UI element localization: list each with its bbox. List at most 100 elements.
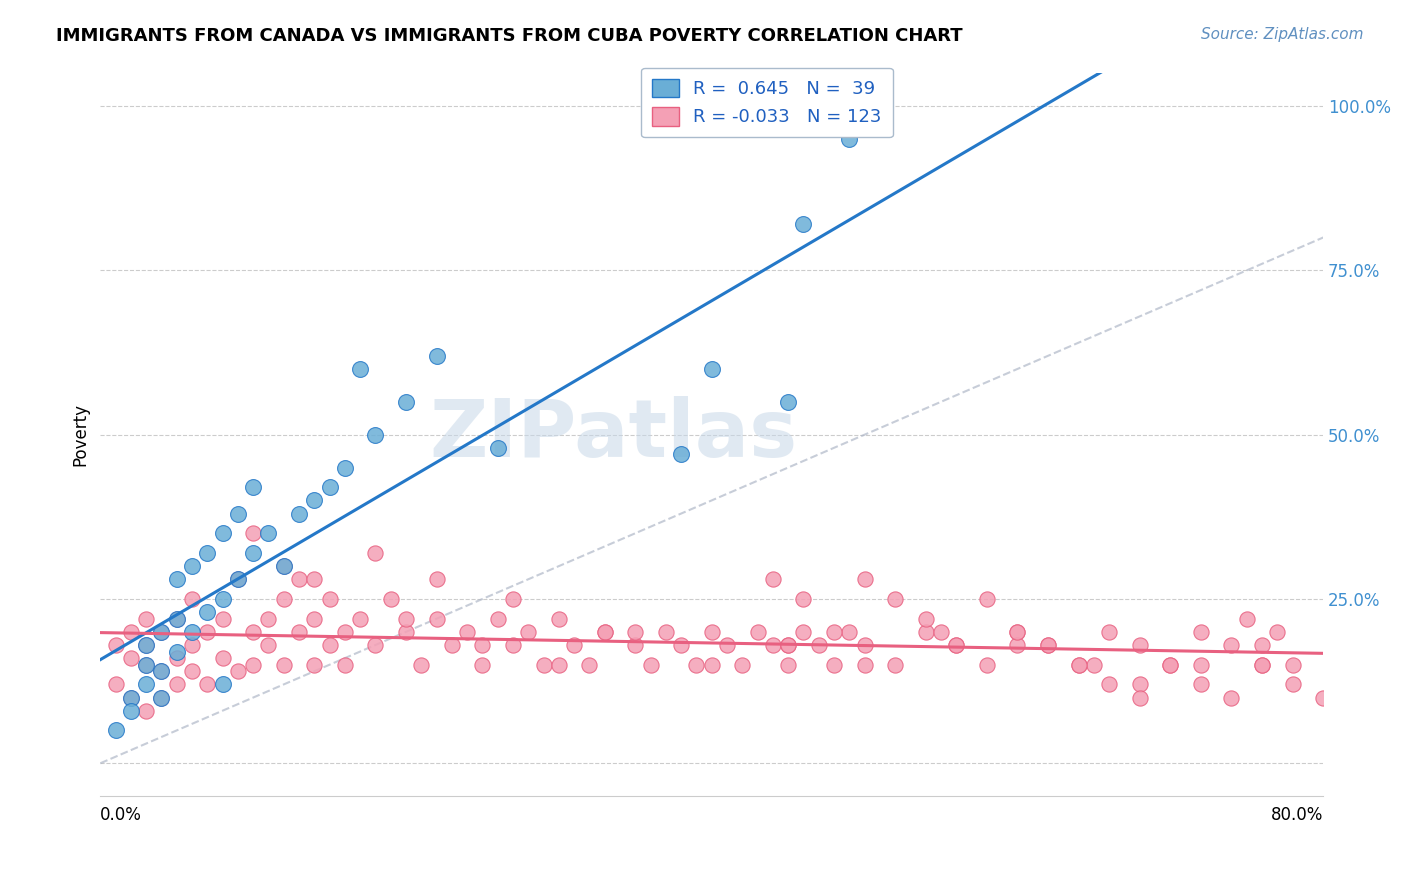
Point	[395, 612, 418, 626]
Point	[273, 559, 295, 574]
Point	[242, 480, 264, 494]
Point	[1281, 657, 1303, 672]
Point	[181, 559, 204, 574]
Text: IMMIGRANTS FROM CANADA VS IMMIGRANTS FROM CUBA POVERTY CORRELATION CHART: IMMIGRANTS FROM CANADA VS IMMIGRANTS FRO…	[56, 27, 963, 45]
Point	[364, 546, 387, 560]
Point	[1251, 638, 1274, 652]
Point	[929, 624, 952, 639]
Point	[792, 591, 814, 606]
Point	[1007, 624, 1029, 639]
Text: 80.0%: 80.0%	[1271, 806, 1323, 824]
Point	[181, 638, 204, 652]
Point	[624, 624, 647, 639]
Point	[440, 638, 463, 652]
Point	[548, 612, 571, 626]
Point	[700, 362, 723, 376]
Point	[226, 665, 249, 679]
Point	[380, 591, 402, 606]
Point	[150, 665, 173, 679]
Legend: R =  0.645   N =  39, R = -0.033   N = 123: R = 0.645 N = 39, R = -0.033 N = 123	[641, 68, 893, 137]
Point	[166, 677, 188, 691]
Point	[578, 657, 600, 672]
Point	[104, 677, 127, 691]
Point	[533, 657, 555, 672]
Point	[486, 612, 509, 626]
Point	[1251, 657, 1274, 672]
Point	[1189, 624, 1212, 639]
Point	[762, 572, 785, 586]
Point	[411, 657, 433, 672]
Point	[807, 638, 830, 652]
Point	[349, 362, 371, 376]
Point	[135, 612, 157, 626]
Point	[181, 591, 204, 606]
Point	[823, 624, 845, 639]
Point	[226, 507, 249, 521]
Point	[226, 572, 249, 586]
Point	[486, 441, 509, 455]
Point	[288, 572, 311, 586]
Point	[471, 657, 494, 672]
Point	[548, 657, 571, 672]
Point	[395, 624, 418, 639]
Point	[426, 349, 449, 363]
Point	[166, 612, 188, 626]
Point	[1036, 638, 1059, 652]
Point	[1189, 677, 1212, 691]
Point	[471, 638, 494, 652]
Point	[593, 624, 616, 639]
Point	[1083, 657, 1105, 672]
Point	[211, 612, 233, 626]
Point	[853, 572, 876, 586]
Point	[318, 591, 340, 606]
Point	[945, 638, 967, 652]
Point	[884, 591, 907, 606]
Point	[364, 427, 387, 442]
Point	[318, 638, 340, 652]
Point	[242, 624, 264, 639]
Point	[333, 624, 356, 639]
Point	[195, 546, 218, 560]
Point	[150, 690, 173, 705]
Point	[624, 638, 647, 652]
Point	[669, 447, 692, 461]
Point	[1067, 657, 1090, 672]
Point	[976, 657, 998, 672]
Point	[257, 526, 280, 541]
Point	[792, 624, 814, 639]
Point	[120, 690, 142, 705]
Point	[120, 704, 142, 718]
Point	[226, 572, 249, 586]
Point	[502, 638, 524, 652]
Text: 0.0%: 0.0%	[100, 806, 142, 824]
Point	[1007, 638, 1029, 652]
Point	[669, 638, 692, 652]
Point	[517, 624, 540, 639]
Point	[135, 704, 157, 718]
Y-axis label: Poverty: Poverty	[72, 403, 89, 467]
Point	[731, 657, 754, 672]
Point	[426, 572, 449, 586]
Point	[211, 526, 233, 541]
Point	[792, 218, 814, 232]
Point	[1129, 677, 1152, 691]
Point	[778, 657, 800, 672]
Point	[349, 612, 371, 626]
Point	[333, 657, 356, 672]
Point	[945, 638, 967, 652]
Point	[150, 665, 173, 679]
Point	[166, 651, 188, 665]
Point	[120, 651, 142, 665]
Point	[135, 657, 157, 672]
Point	[242, 546, 264, 560]
Point	[195, 624, 218, 639]
Point	[304, 657, 326, 672]
Point	[257, 638, 280, 652]
Point	[135, 657, 157, 672]
Point	[181, 665, 204, 679]
Point	[181, 624, 204, 639]
Point	[1036, 638, 1059, 652]
Point	[166, 644, 188, 658]
Point	[976, 591, 998, 606]
Point	[104, 638, 127, 652]
